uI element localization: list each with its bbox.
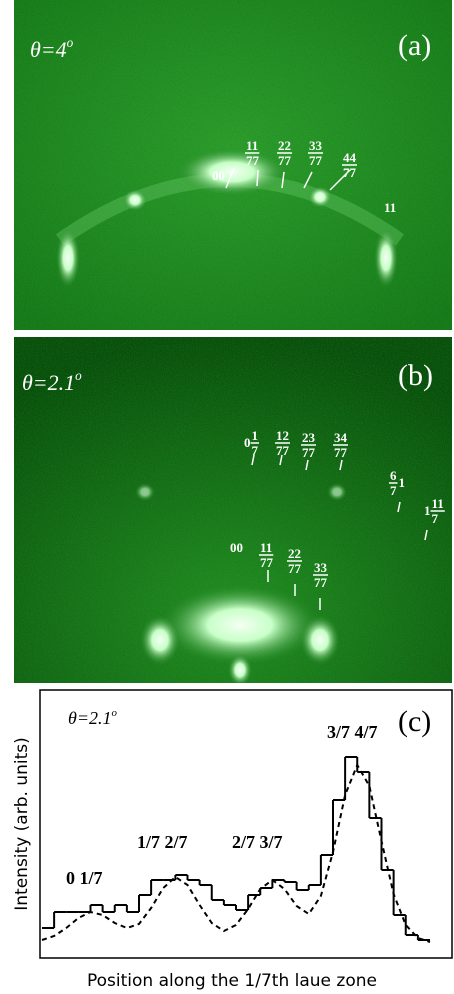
spot-label-num: 11 bbox=[432, 496, 444, 511]
spot-label-den: 77 bbox=[302, 445, 316, 460]
panel-a-image bbox=[14, 0, 452, 330]
page: θ=4o(a)00117722773377447711θ=2.1o(b)0171… bbox=[0, 0, 454, 994]
spot-label: 1 bbox=[399, 475, 406, 490]
spot-label-den: 77 bbox=[246, 153, 260, 168]
spot-label-num: 22 bbox=[288, 546, 301, 561]
spot-label-den: 77 bbox=[260, 555, 274, 570]
panel-id: (b) bbox=[398, 359, 433, 392]
x-axis-label: Position along the 1/7th laue zone bbox=[87, 971, 377, 991]
spot-label: 00 bbox=[230, 540, 243, 555]
angle-text: θ=4 bbox=[30, 37, 67, 62]
spot-label-num: 12 bbox=[276, 428, 289, 443]
spot-label-num: 44 bbox=[343, 150, 357, 165]
spot-label: 0 bbox=[244, 435, 251, 450]
peak-label: 3/7 4/7 bbox=[327, 722, 378, 742]
spot-label-den: 77 bbox=[314, 575, 328, 590]
spot-label-den: 77 bbox=[276, 443, 290, 458]
panel-id: (c) bbox=[398, 705, 431, 738]
spot-label-num: 22 bbox=[278, 138, 291, 153]
angle-label: θ=2.1o bbox=[68, 707, 118, 728]
angle-text: θ=2.1 bbox=[68, 708, 112, 728]
panel-id: (a) bbox=[398, 29, 431, 62]
spot-label-den: 77 bbox=[343, 165, 357, 180]
angle-sup: o bbox=[112, 707, 118, 719]
spot-label-den: 7 bbox=[252, 443, 259, 458]
angle-sup: o bbox=[67, 35, 74, 50]
spot-label: 00 bbox=[212, 168, 225, 183]
plot-frame bbox=[40, 690, 452, 958]
spot-label: 11 bbox=[384, 200, 396, 215]
peak-label: 1/7 2/7 bbox=[137, 832, 188, 852]
peak-label: 0 1/7 bbox=[66, 868, 103, 888]
spot-label-den: 7 bbox=[432, 511, 439, 526]
spot-label-num: 6 bbox=[390, 468, 397, 483]
y-axis-label: Intensity (arb. units) bbox=[12, 737, 32, 910]
spot-label-num: 33 bbox=[309, 138, 323, 153]
peak-label: 2/7 3/7 bbox=[232, 832, 283, 852]
angle-text: θ=2.1 bbox=[22, 370, 75, 395]
spot-label-den: 7 bbox=[390, 483, 397, 498]
angle-label: θ=2.1o bbox=[22, 368, 82, 395]
spot-label-num: 11 bbox=[260, 540, 272, 555]
spot-label-num: 11 bbox=[246, 138, 258, 153]
spot-label-den: 77 bbox=[334, 445, 348, 460]
spot-label-num: 1 bbox=[252, 428, 259, 443]
spot-label: 1 bbox=[424, 503, 431, 518]
spot-label-num: 23 bbox=[302, 430, 316, 445]
spot-label-den: 77 bbox=[278, 153, 292, 168]
spot-label-num: 34 bbox=[334, 430, 348, 445]
panel-b-image bbox=[14, 337, 452, 686]
spot-label-num: 33 bbox=[314, 560, 328, 575]
figure: θ=4o(a)00117722773377447711θ=2.1o(b)0171… bbox=[0, 0, 454, 994]
spot-label-den: 77 bbox=[288, 561, 302, 576]
spot-label-den: 77 bbox=[309, 153, 323, 168]
angle-sup: o bbox=[75, 368, 82, 383]
